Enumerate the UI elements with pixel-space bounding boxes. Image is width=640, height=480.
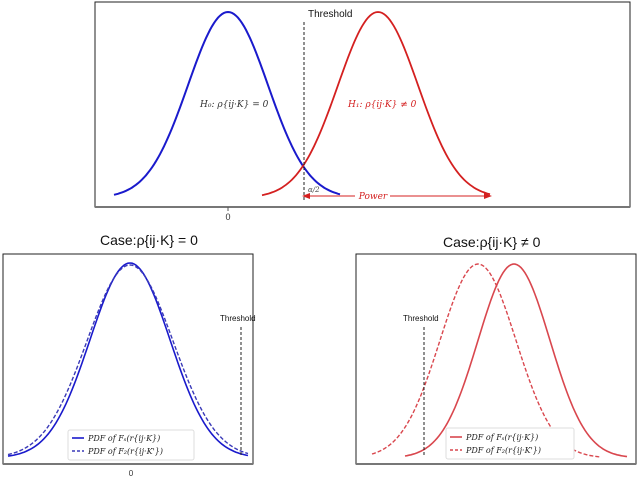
right-dashed-curve (371, 263, 601, 458)
power-arrowhead-left (302, 193, 310, 199)
h1-curve (261, 11, 491, 197)
left-dashed-curve (7, 264, 249, 456)
right-legend: PDF of Fₛ(r{ij·K}) PDF of F₂(r{ij·K'}) (445, 427, 575, 460)
top-zero-tick: 0 (225, 212, 230, 222)
top-threshold-label: Threshold (308, 9, 352, 20)
top-panel: 0 Threshold H₀: ρ{ij·K} = 0 H₁: ρ{ij·K} … (94, 1, 631, 222)
h1-label: H₁: ρ{ij·K} ≠ 0 (347, 100, 417, 110)
right-title: Case:ρ{ij·K} ≠ 0 (443, 234, 541, 250)
h0-label: H₀: ρ{ij·K} = 0 (199, 100, 269, 110)
power-arrowhead-right (484, 193, 492, 199)
power-label: Power (358, 192, 388, 202)
left-title: Case:ρ{ij·K} = 0 (100, 232, 198, 248)
left-solid-curve (7, 262, 249, 457)
h0-curve (113, 10, 341, 196)
left-panel: Case:ρ{ij·K} = 0 0 Threshold PDF of Fₛ(r… (2, 232, 256, 478)
left-legend-solid: PDF of Fₛ(r{ij·K}) (87, 434, 160, 443)
right-legend-dashed: PDF of F₂(r{ij·K'}) (465, 446, 541, 455)
right-threshold-label: Threshold (403, 314, 439, 323)
left-legend: PDF of Fₛ(r{ij·K}) PDF of F₂(r{ij·K'}) (67, 429, 195, 461)
left-legend-dashed: PDF of F₂(r{ij·K'}) (87, 447, 163, 456)
alpha-label: α/2 (308, 186, 320, 194)
left-zero-tick: 0 (129, 469, 134, 478)
right-panel: Case:ρ{ij·K} ≠ 0 Threshold PDF of Fₛ(r{i… (355, 234, 637, 465)
right-legend-solid: PDF of Fₛ(r{ij·K}) (465, 433, 538, 442)
right-solid-curve (404, 263, 628, 458)
left-threshold-label: Threshold (220, 314, 256, 323)
